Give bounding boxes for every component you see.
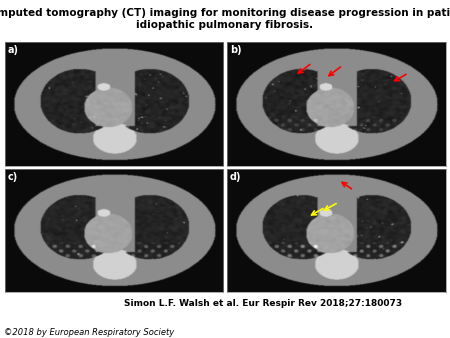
Text: ©2018 by European Respiratory Society: ©2018 by European Respiratory Society: [4, 328, 175, 337]
Text: Simon L.F. Walsh et al. Eur Respir Rev 2018;27:180073: Simon L.F. Walsh et al. Eur Respir Rev 2…: [124, 299, 402, 308]
Text: d): d): [230, 172, 242, 182]
Text: a): a): [8, 45, 19, 55]
Text: c): c): [8, 172, 18, 182]
Text: Serial computed tomography (CT) imaging for monitoring disease progression in pa: Serial computed tomography (CT) imaging …: [0, 8, 450, 30]
Text: b): b): [230, 45, 242, 55]
